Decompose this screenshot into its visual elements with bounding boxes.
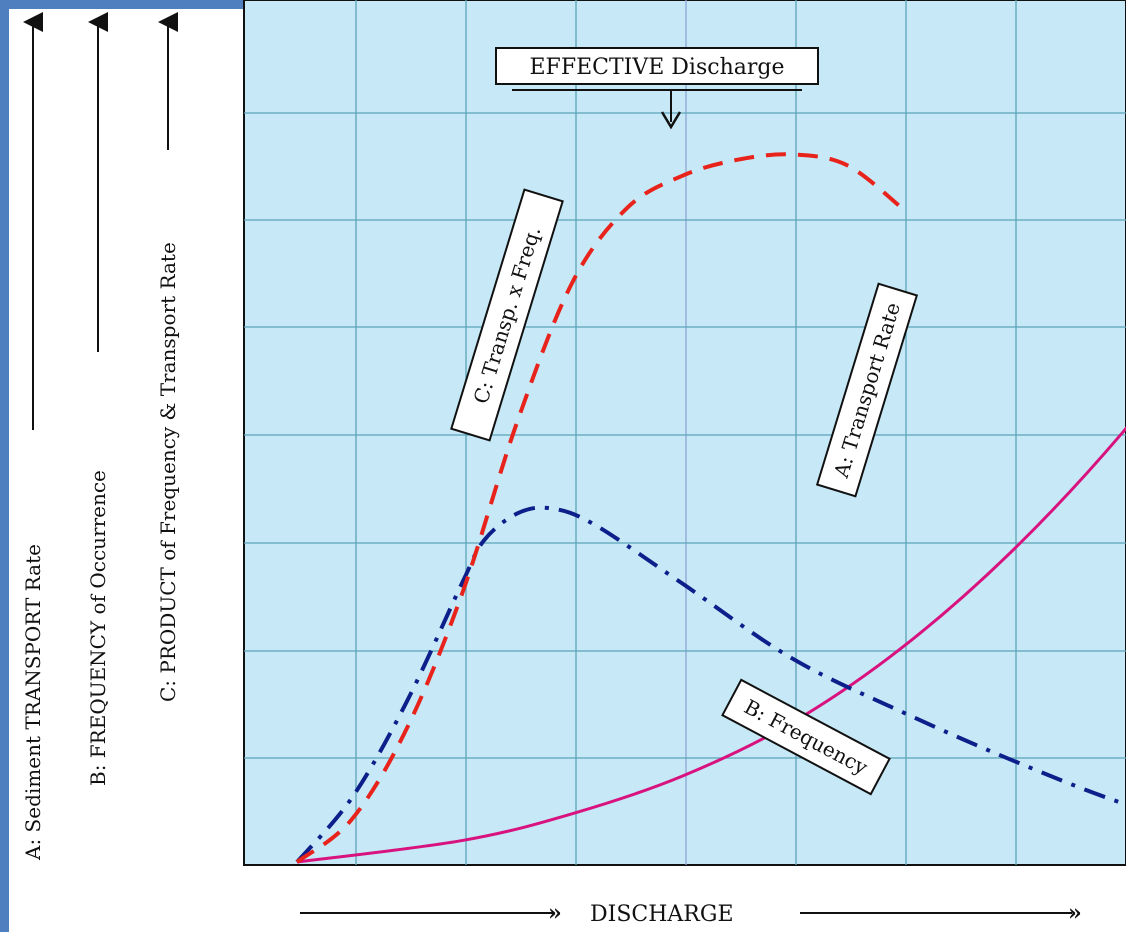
- plot-area: [243, 0, 1126, 866]
- curves: [295, 152, 1126, 864]
- y-axis-label-c: C: PRODUCT of Frequency & Transport Rate: [156, 12, 180, 702]
- y-axis-label-b: B: FREQUENCY of Occurrence: [86, 12, 110, 786]
- series-product: [295, 152, 904, 864]
- y-axis-label-b-text: B: FREQUENCY of Occurrence: [86, 470, 110, 786]
- y-axis-label-a-text: A: Sediment TRANSPORT Rate: [21, 544, 45, 861]
- x-axis-label: » DISCHARGE »: [300, 900, 1082, 927]
- svg-text:»: »: [1068, 900, 1082, 926]
- y-axis-label-c-text: C: PRODUCT of Frequency & Transport Rate: [156, 242, 180, 702]
- effective-discharge-callout: EFFECTIVE Discharge: [495, 47, 819, 130]
- series-transport-rate: [296, 426, 1126, 864]
- left-border: [0, 0, 9, 932]
- y-axis-label-a: A: Sediment TRANSPORT Rate: [21, 12, 45, 861]
- x-axis-label-text: DISCHARGE: [590, 902, 734, 927]
- svg-text:»: »: [548, 900, 562, 926]
- effective-discharge-label: EFFECTIVE Discharge: [530, 55, 785, 80]
